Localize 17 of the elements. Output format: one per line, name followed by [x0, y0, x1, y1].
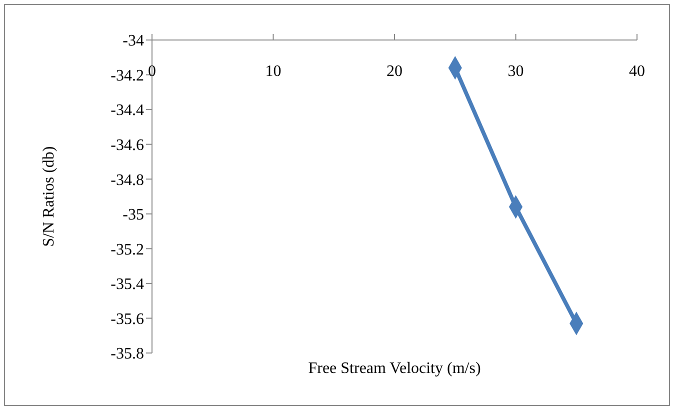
x-tick-label: 30: [508, 63, 524, 80]
x-tick-label: 10: [265, 63, 282, 80]
y-tick-label: -35.2: [110, 241, 144, 258]
y-tick-label: -34.8: [110, 172, 144, 189]
y-tick-label: -34.6: [110, 137, 144, 154]
y-axis-title: S/N Ratios (db): [40, 146, 58, 247]
x-tick-label: 0: [148, 63, 156, 80]
y-tick-label: -35: [122, 206, 144, 224]
y-tick-label: -34: [122, 32, 144, 50]
y-tick-label: -34.2: [110, 67, 144, 84]
x-tick-label: 40: [629, 63, 645, 80]
y-tick-label: -35.4: [110, 276, 144, 294]
y-tick-label: -35.8: [110, 346, 144, 363]
x-tick-label: 20: [386, 63, 402, 80]
y-tick-label: -35.6: [110, 310, 144, 328]
x-axis-title: Free Stream Velocity (m/s): [307, 360, 482, 378]
y-tick-label: -34.4: [110, 102, 144, 120]
